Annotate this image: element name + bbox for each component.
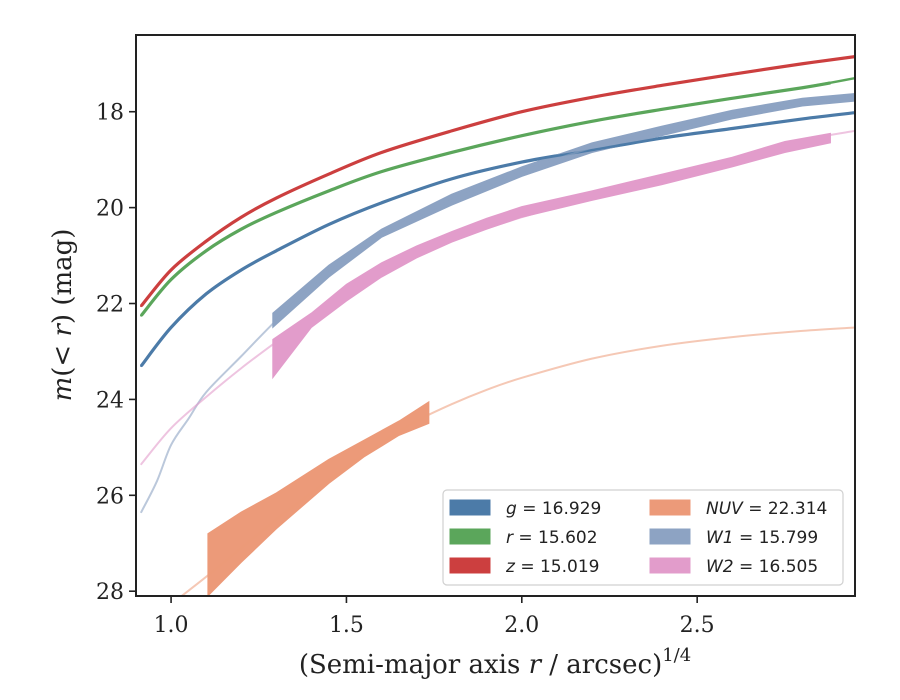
y-tick-label: 18 <box>96 101 124 126</box>
y-axis-ticks: 18 20 22 24 26 28 <box>96 101 136 605</box>
series-g-band <box>139 111 855 367</box>
series-r-model-curve <box>140 76 855 317</box>
legend-label-r: r = 15.602 <box>506 528 598 548</box>
series-z-model-curve <box>140 55 855 308</box>
series-w2-band <box>272 132 831 380</box>
y-tick-label: 28 <box>96 580 124 605</box>
y-axis-label: m(< r) (mag) <box>48 229 78 402</box>
legend-label-w1: W1 = 15.799 <box>706 528 818 548</box>
x-axis-label: (Semi-major axis r / arcsec)1/4 <box>299 645 691 680</box>
series-w1-model-curve <box>140 96 855 514</box>
y-tick-label: 22 <box>96 293 124 318</box>
legend-box <box>442 489 844 586</box>
legend-label-nuv: NUV = 22.314 <box>706 499 827 519</box>
legend-label-z: z = 15.019 <box>505 557 599 577</box>
x-tick-label: 2.5 <box>680 613 715 638</box>
legend-label-w2: W2 = 16.505 <box>706 557 818 577</box>
legend: g = 16.929 r = 15.602 z = 15.019 NUV = 22.3… <box>442 489 844 586</box>
series-w1-band <box>272 92 855 329</box>
legend-swatch-r <box>449 528 491 545</box>
legend-label-g: g = 16.929 <box>506 499 601 519</box>
y-tick-label: 26 <box>96 484 124 509</box>
x-axis-ticks: 1.0 1.5 2.0 2.5 <box>154 596 715 638</box>
legend-swatch-g <box>449 499 491 516</box>
legend-swatch-z <box>449 557 491 574</box>
y-tick-label: 24 <box>96 388 124 413</box>
series-nuv-model-curve <box>180 326 855 596</box>
x-tick-label: 2.0 <box>504 613 539 638</box>
x-tick-label: 1.5 <box>329 613 364 638</box>
x-tick-label: 1.0 <box>154 613 189 638</box>
legend-swatch-nuv <box>649 499 691 516</box>
series-nuv-band <box>207 400 430 596</box>
legend-swatch-w1 <box>649 528 691 545</box>
legend-swatch-w2 <box>649 557 691 574</box>
plot-area <box>139 54 855 596</box>
series-g-model-curve <box>140 111 855 368</box>
plot-frame <box>135 34 856 597</box>
series-w2-model-curve <box>140 129 855 466</box>
y-tick-label: 20 <box>96 197 124 222</box>
series-model-curves <box>140 55 855 596</box>
